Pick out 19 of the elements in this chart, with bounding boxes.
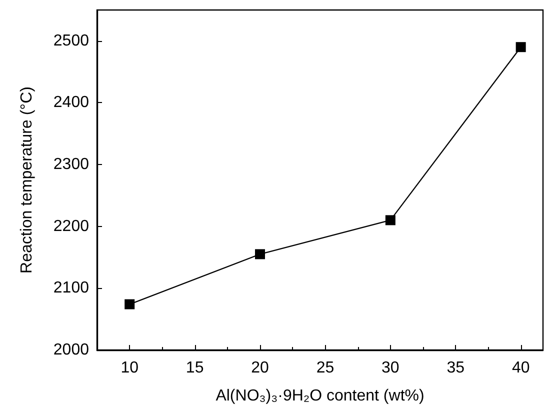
x-tick-label: 15	[186, 360, 204, 376]
x-tick-label: 30	[382, 360, 400, 376]
y-tick-label: 2400	[53, 94, 90, 112]
x-tick-label: 20	[251, 360, 270, 376]
x-tick-label: 10	[120, 360, 139, 376]
y-tick-label: 2500	[53, 32, 90, 50]
point	[385, 215, 396, 226]
x-tick-label: 40	[512, 360, 530, 376]
y-tick-label: 2300	[53, 156, 90, 174]
point	[255, 249, 266, 260]
y-tick-label: 2200	[53, 218, 90, 235]
y-tick-label: 2100	[53, 280, 90, 297]
y-tick-label: 2000	[53, 342, 90, 358]
point	[516, 42, 526, 52]
x-tick-label: 25	[316, 360, 334, 376]
point	[124, 299, 135, 310]
x-tick-label: 35	[446, 360, 465, 376]
x-axis-title: Al(NO₃)₃·9H₂O content (wt%)	[216, 388, 424, 404]
y-axis-title: Reaction temperature (°C)	[18, 86, 36, 274]
